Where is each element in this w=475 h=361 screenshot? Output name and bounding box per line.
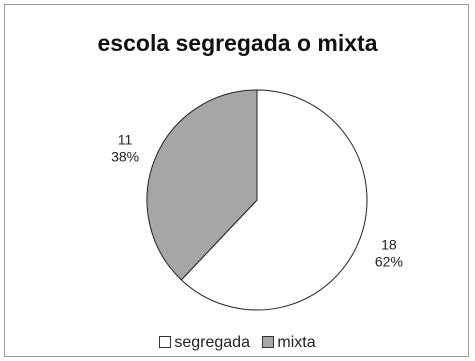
legend-item-mixta: mixta <box>262 334 316 352</box>
pie-slice-mixta <box>146 89 258 281</box>
chart-legend: segregada mixta <box>0 334 475 352</box>
legend-label-mixta: mixta <box>277 334 316 351</box>
pie-slices <box>146 89 368 311</box>
data-label-value-segregada: 18 <box>381 237 397 253</box>
legend-swatch-mixta <box>262 336 275 348</box>
data-label-percent-segregada: 62% <box>375 254 403 270</box>
legend-label-segregada: segregada <box>174 334 250 351</box>
chart-title: escola segregada o mixta <box>97 30 378 56</box>
legend-item-segregada: segregada <box>159 334 250 352</box>
data-label-value-mixta: 11 <box>118 131 133 147</box>
pie-slice-segregada <box>180 89 368 311</box>
data-label-percent-mixta: 38% <box>111 148 139 164</box>
legend-swatch-segregada <box>159 336 172 348</box>
